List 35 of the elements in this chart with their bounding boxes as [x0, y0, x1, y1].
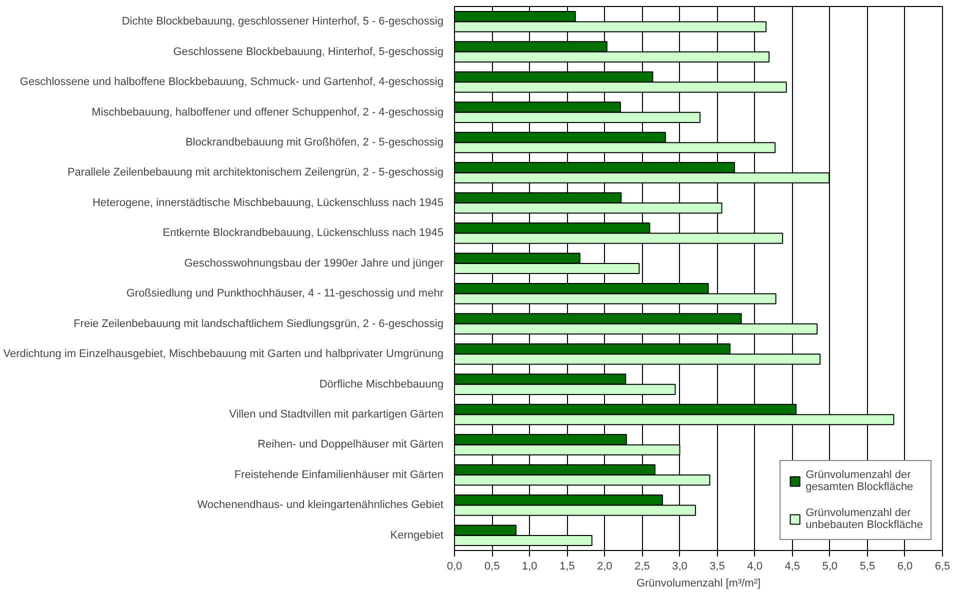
- x-tick-label: 3,5: [710, 560, 725, 572]
- y-tick-label: Wochenendhaus- und kleingartenähnliches Gebiet: [197, 499, 444, 512]
- x-tick-label: 1,0: [522, 560, 538, 572]
- y-tick-label: Parallele Zeilenbebauung mit architektonischem Zeilengrün, 2 - 5-geschossig: [67, 166, 444, 179]
- x-axis-title: Grünvolumenzahl [m³/m²]: [636, 578, 761, 590]
- y-tick-label: Dichte Blockbebauung, geschlossener Hinterhof, 5 - 6-geschossig: [122, 16, 444, 28]
- y-tick-label: Geschlossene Blockbebauung, Hinterhof, 5-geschossig: [173, 46, 444, 58]
- y-tick-label: Verdichtung im Einzelhausgebiet, Mischbebauung mit Garten und halbprivater Umgrünung: [3, 348, 444, 360]
- x-tick-label: 4,5: [784, 560, 800, 572]
- x-tick-label: 5,5: [860, 560, 876, 572]
- x-tick-label: 6,0: [897, 560, 913, 572]
- x-tick-label: 5,0: [822, 560, 838, 572]
- y-tick-label: Villen und Stadtvillen mit parkartigen Gärten: [229, 408, 444, 420]
- x-tick-label: 6,5: [934, 560, 950, 572]
- legend-label: Grünvolumenzahl der unbebauten Blockfläche: [806, 507, 923, 531]
- x-tick-label: 0,5: [484, 560, 500, 572]
- legend-label: Grünvolumenzahl der gesamten Blockfläche: [806, 469, 914, 493]
- x-tick-label: 0,0: [446, 560, 462, 572]
- x-tick-label: 2,5: [634, 560, 650, 572]
- y-tick-label: Geschlossene und halboffene Blockbebauung, Schmuck- und Gartenhof, 4-geschossig: [20, 76, 444, 88]
- y-tick-label: Blockrandbebauung mit Großhöfen, 2 - 5-geschossig: [185, 136, 444, 148]
- y-tick-label: Heterogene, innerstädtische Mischbebauung, Lückenschluss nach 1945: [92, 196, 444, 209]
- x-tick-label: 2,0: [597, 560, 612, 572]
- y-tick-label: Dörfliche Mischbebauung: [319, 378, 444, 390]
- x-tick-label: 3,0: [672, 560, 688, 572]
- y-tick-label: Freistehende Einfamilienhäuser mit Gärten: [234, 468, 444, 481]
- y-tick-label: Entkernte Blockrandbebauung, Lückenschluss nach 1945: [162, 227, 444, 240]
- y-tick-label: Mischbebauung, halboffener und offener Schuppenhof, 2 - 4-geschossig: [92, 106, 444, 118]
- y-tick-label: Reihen- und Doppelhäuser mit Gärten: [258, 438, 444, 451]
- x-tick-label: 1,5: [559, 560, 575, 572]
- x-tick-label: 4,0: [747, 560, 762, 572]
- y-tick-label: Freie Zeilenbebauung mit landschaftlichem Siedlungsgrün, 2 - 6-geschossig: [74, 318, 444, 330]
- y-tick-label: Großsiedlung und Punkthochhäuser, 4 - 11-geschossig und mehr: [126, 288, 444, 300]
- y-tick-label: Geschosswohnungsbau der 1990er Jahre und jünger: [184, 257, 444, 270]
- y-tick-label: Kerngebiet: [390, 529, 444, 542]
